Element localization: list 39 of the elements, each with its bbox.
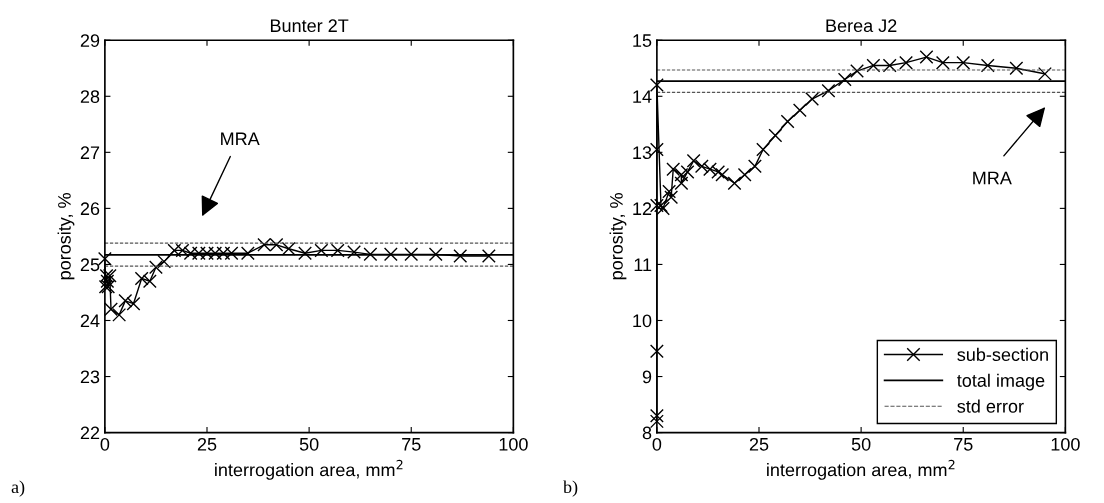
x-tick-label: 25	[749, 437, 769, 451]
y-tick-label: 25	[80, 258, 100, 272]
legend-label: std error	[957, 399, 1024, 413]
y-tick-label: 22	[80, 426, 100, 440]
y-tick-label: 23	[80, 370, 100, 384]
x-tick-label: 100	[499, 437, 528, 451]
y-tick-label: 15	[633, 34, 652, 47]
x-axis-title: interrogation area, mm$^{2}$	[215, 459, 403, 480]
y-tick-label: 28	[80, 90, 100, 104]
text: b)	[563, 480, 578, 497]
y-tick-label: 11	[634, 258, 652, 271]
legend-label: sub-section	[957, 347, 1048, 362]
y-axis-title: porosity, %	[609, 193, 627, 280]
chart-title: Bunter 2T	[270, 19, 349, 33]
x-tick-label: 50	[851, 437, 871, 451]
y-axis-title: porosity, %	[57, 193, 75, 280]
chart-title: Berea J2	[826, 19, 897, 33]
text: a)	[11, 480, 25, 497]
y-tick-label: 14	[633, 90, 652, 103]
y-tick-label: 10	[633, 314, 652, 328]
annotation: MRA	[973, 171, 1012, 185]
x-tick-label: 50	[299, 437, 319, 451]
x-tick-label: 0	[100, 437, 110, 451]
y-tick-label: 8	[642, 426, 652, 440]
x-tick-label: 75	[954, 438, 973, 451]
y-tick-label: 9	[642, 370, 652, 384]
x-tick-label: 0	[652, 437, 662, 451]
legend-label: total image	[957, 373, 1045, 391]
annotation: MRA	[221, 132, 260, 145]
x-tick-label: 75	[402, 438, 421, 451]
x-axis-title: interrogation area, mm$^{2}$	[767, 459, 955, 480]
x-tick-label: 25	[197, 437, 217, 451]
y-tick-label: 12	[633, 202, 652, 215]
y-tick-label: 13	[633, 146, 652, 160]
y-tick-label: 26	[80, 202, 100, 216]
x-tick-label: 100	[1051, 437, 1080, 451]
y-tick-label: 24	[80, 314, 100, 328]
y-tick-label: 27	[80, 146, 100, 159]
y-tick-label: 29	[80, 34, 100, 47]
